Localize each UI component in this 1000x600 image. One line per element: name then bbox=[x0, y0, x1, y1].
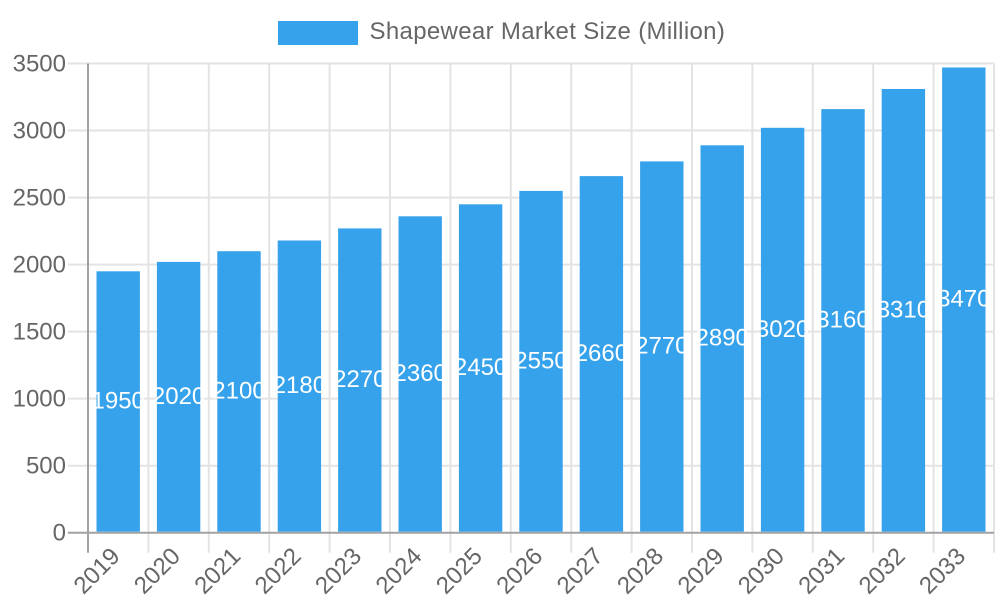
svg-text:2000: 2000 bbox=[13, 252, 66, 279]
svg-text:2890: 2890 bbox=[696, 325, 749, 352]
svg-text:3500: 3500 bbox=[13, 51, 66, 78]
svg-text:500: 500 bbox=[26, 453, 66, 480]
svg-text:Shapewear Market Size (Million: Shapewear Market Size (Million) bbox=[370, 18, 726, 45]
svg-text:3470: 3470 bbox=[937, 286, 990, 313]
svg-text:0: 0 bbox=[53, 520, 66, 547]
svg-text:3000: 3000 bbox=[13, 118, 66, 145]
svg-text:1500: 1500 bbox=[13, 319, 66, 346]
svg-text:2360: 2360 bbox=[394, 360, 447, 387]
svg-text:2770: 2770 bbox=[635, 333, 688, 360]
svg-text:3160: 3160 bbox=[816, 306, 869, 333]
svg-text:1000: 1000 bbox=[13, 386, 66, 413]
svg-text:2100: 2100 bbox=[212, 377, 265, 404]
svg-text:2500: 2500 bbox=[13, 185, 66, 212]
svg-text:2270: 2270 bbox=[333, 366, 386, 393]
svg-text:1950: 1950 bbox=[92, 388, 145, 415]
svg-text:2180: 2180 bbox=[273, 372, 326, 399]
svg-text:2660: 2660 bbox=[575, 340, 628, 367]
svg-text:3020: 3020 bbox=[756, 316, 809, 343]
svg-text:2550: 2550 bbox=[514, 347, 567, 374]
svg-text:2020: 2020 bbox=[152, 383, 205, 410]
svg-text:2450: 2450 bbox=[454, 354, 507, 381]
svg-text:3310: 3310 bbox=[877, 296, 930, 323]
